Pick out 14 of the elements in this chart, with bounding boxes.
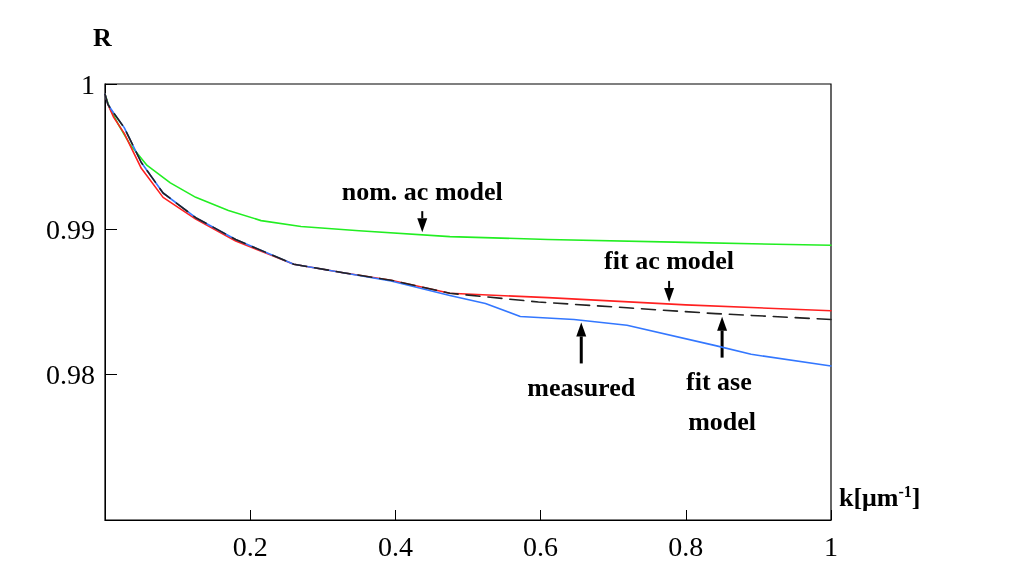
- x-tick-label: 1: [824, 530, 838, 562]
- annotation: fit ac model: [604, 246, 735, 276]
- x-tick-label: 0.8: [668, 530, 704, 562]
- y-tick-label: 1: [81, 68, 95, 100]
- x-tick-label: 0.4: [377, 530, 413, 562]
- line-series: [104, 93, 832, 247]
- x-tick-label: 0.2: [232, 530, 268, 562]
- annotation: measured: [527, 372, 636, 402]
- annotation: nom. ac model: [341, 176, 503, 206]
- y-tick-label: 0.98: [46, 359, 95, 391]
- x-tick-label: 0.6: [523, 530, 559, 562]
- y-tick-label: 0.99: [46, 213, 95, 245]
- y-axis-title: R: [93, 22, 112, 52]
- annotation: fit ase model: [686, 367, 759, 437]
